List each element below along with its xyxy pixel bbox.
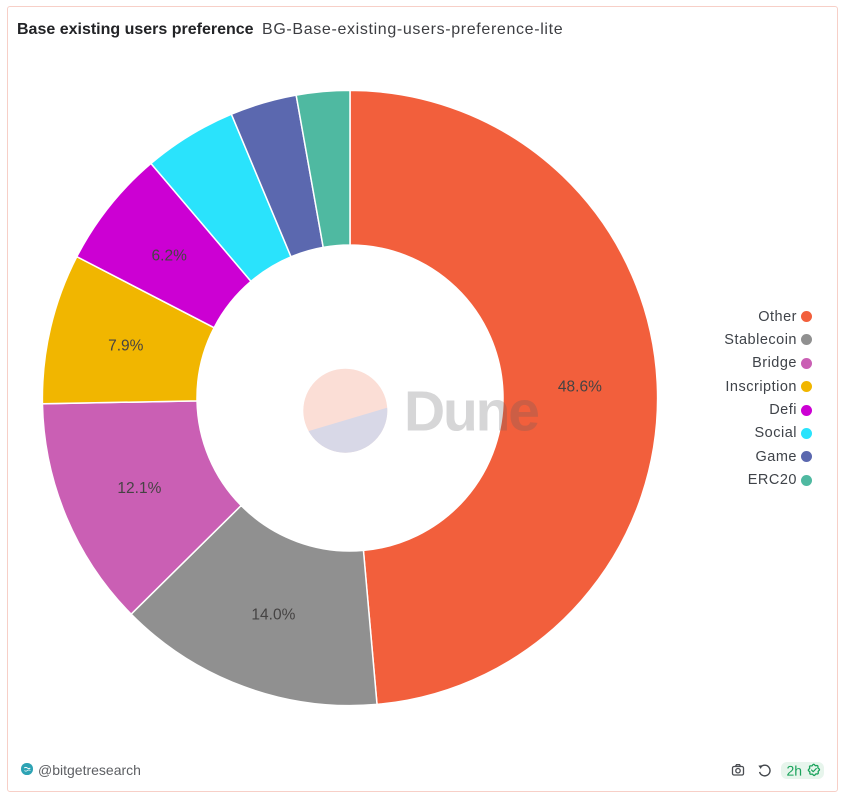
svg-text:6.2%: 6.2% — [152, 248, 188, 265]
svg-text:14.0%: 14.0% — [251, 606, 295, 623]
svg-text:48.6%: 48.6% — [558, 378, 602, 395]
svg-text:12.1%: 12.1% — [117, 480, 161, 497]
svg-text:7.9%: 7.9% — [108, 338, 144, 355]
svg-text:Dune: Dune — [404, 380, 538, 444]
